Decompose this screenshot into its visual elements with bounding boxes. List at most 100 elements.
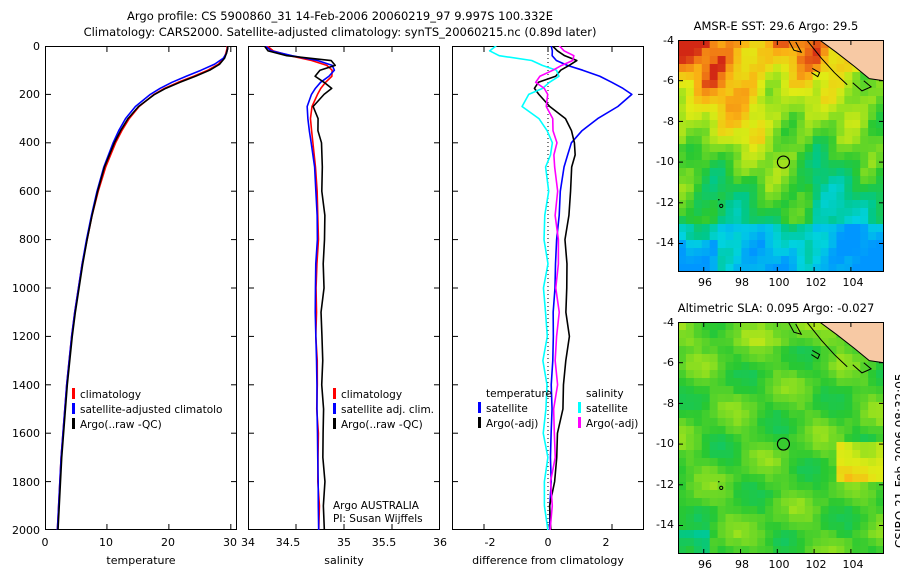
sla-xtick-102: 102 <box>805 558 827 571</box>
sla-xtick-100: 100 <box>768 558 790 571</box>
legend-item-temp-satellite: satellite <box>478 402 552 415</box>
argo-pi-label: PI: Susan Wijffels <box>333 513 423 525</box>
sla-xtick-104: 104 <box>842 558 864 571</box>
sst-xtick-104: 104 <box>842 276 864 289</box>
sal-xtick-35: 35 <box>337 536 351 549</box>
legend-label: satellite <box>486 403 528 415</box>
temp-ytick-800: 800 <box>19 233 40 246</box>
sst-map-canvas <box>678 40 884 272</box>
legend-label: Argo(-adj) <box>486 418 539 430</box>
legend-item-sal-argo: Argo(-adj) <box>578 417 638 430</box>
sla-ytick--14: -14 <box>656 518 674 531</box>
sst-map-title: AMSR-E SST: 29.6 Argo: 29.5 <box>693 19 859 33</box>
sst-ytick--12: -12 <box>656 196 674 209</box>
temp-ytick-1800: 1800 <box>12 476 40 489</box>
sst-ytick--6: -6 <box>663 74 674 87</box>
temp-xtick-30: 30 <box>223 536 237 549</box>
legend-swatch-sal-satellite <box>578 402 581 413</box>
temperature-legend: climatology satellite-adjusted climatolo… <box>72 388 222 431</box>
legend-item-argo-raw: Argo(..raw -QC) <box>72 418 222 431</box>
difference-legend: temperature satellite Argo(-adj) salinit… <box>478 388 638 430</box>
sla-map-title: Altimetric SLA: 0.095 Argo: -0.027 <box>677 301 875 315</box>
sst-xtick-98: 98 <box>735 276 749 289</box>
figure-title-line1: Argo profile: CS 5900860_31 14-Feb-2006 … <box>127 9 553 23</box>
temp-ytick-0: 0 <box>33 40 40 53</box>
temp-ytick-1600: 1600 <box>12 427 40 440</box>
legend-item-temp-argo: Argo(-adj) <box>478 417 552 430</box>
legend-label: climatology <box>80 389 142 401</box>
legend-label: climatology <box>341 389 403 401</box>
temp-ytick-1200: 1200 <box>12 330 40 343</box>
legend-swatch-climatology <box>72 388 75 399</box>
sal-xtick-34: 34 <box>241 536 255 549</box>
sla-xtick-96: 96 <box>698 558 712 571</box>
temp-ytick-600: 600 <box>19 185 40 198</box>
difference-axis-label: difference from climatology <box>472 554 624 567</box>
temperature-axis-label: temperature <box>106 554 176 567</box>
sla-ytick--6: -6 <box>663 356 674 369</box>
sal-xtick-34.5: 34.5 <box>275 536 301 549</box>
legend-swatch-climatology <box>333 388 336 399</box>
csiro-credit: CSIRO 21-Feb-2006 08:32:05 <box>893 373 900 548</box>
legend-header-salinity: salinity <box>586 388 624 400</box>
legend-swatch-argo <box>72 418 75 429</box>
legend-item-satellite-adjusted: satellite-adjusted climatolo <box>72 403 222 416</box>
legend-swatch-temp-argo <box>478 417 481 428</box>
legend-swatch-sal-argo <box>578 417 581 428</box>
sla-xtick-98: 98 <box>735 558 749 571</box>
sla-map-canvas <box>678 322 884 554</box>
figure-title-line2: Climatology: CARS2000. Satellite-adjuste… <box>83 25 597 39</box>
sst-ytick--8: -8 <box>663 115 674 128</box>
diff-xtick--2: -2 <box>484 536 496 549</box>
legend-item-argo-raw: Argo(..raw -QC) <box>333 418 434 431</box>
sla-map <box>678 322 884 554</box>
sal-xtick-36: 36 <box>433 536 447 549</box>
temp-xtick-20: 20 <box>161 536 175 549</box>
temperature-panel <box>45 46 237 530</box>
legend-swatch-satellite <box>72 403 75 414</box>
sst-xtick-100: 100 <box>768 276 790 289</box>
sla-ytick--8: -8 <box>663 397 674 410</box>
salinity-axis-label: salinity <box>324 554 364 567</box>
temperature-plot <box>45 46 237 530</box>
legend-header-temperature: temperature <box>486 388 552 400</box>
sst-ytick--4: -4 <box>663 34 674 47</box>
difference-plot <box>452 46 644 530</box>
diff-xtick-0: 0 <box>544 536 552 549</box>
legend-label: satellite <box>586 403 628 415</box>
salinity-panel <box>248 46 440 530</box>
sla-ytick--10: -10 <box>656 437 674 450</box>
diff-xtick-2: 2 <box>602 536 610 549</box>
salinity-legend: climatology satellite adj. clim. Argo(..… <box>333 388 434 431</box>
legend-group-salinity: salinity satellite Argo(-adj) <box>578 388 638 430</box>
legend-group-temperature: temperature satellite Argo(-adj) <box>478 388 552 430</box>
legend-swatch-satellite <box>333 403 336 414</box>
temp-xtick-0: 0 <box>41 536 49 549</box>
temp-ytick-200: 200 <box>19 88 40 101</box>
argo-australia-label: Argo AUSTRALIA <box>333 500 419 512</box>
legend-item-satellite-adjusted: satellite adj. clim. <box>333 403 434 416</box>
legend-label: satellite-adjusted climatolo <box>80 404 223 416</box>
legend-swatch-temp-satellite <box>478 402 481 413</box>
legend-label: Argo(-adj) <box>586 418 639 430</box>
legend-item-sal-satellite: satellite <box>578 402 638 415</box>
temp-ytick-1400: 1400 <box>12 379 40 392</box>
sla-ytick--4: -4 <box>663 316 674 329</box>
legend-label: Argo(..raw -QC) <box>341 419 423 431</box>
sst-xtick-96: 96 <box>698 276 712 289</box>
sst-xtick-102: 102 <box>805 276 827 289</box>
sst-map <box>678 40 884 272</box>
difference-panel <box>452 46 644 530</box>
legend-label: Argo(..raw -QC) <box>80 419 162 431</box>
sst-ytick--14: -14 <box>656 236 674 249</box>
sst-ytick--10: -10 <box>656 155 674 168</box>
sla-ytick--12: -12 <box>656 478 674 491</box>
sal-xtick-35.5: 35.5 <box>371 536 397 549</box>
temp-ytick-2000: 2000 <box>12 524 40 537</box>
temp-xtick-10: 10 <box>99 536 113 549</box>
salinity-plot <box>248 46 440 530</box>
temp-ytick-1000: 1000 <box>12 282 40 295</box>
temp-ytick-400: 400 <box>19 136 40 149</box>
legend-label: satellite adj. clim. <box>341 404 435 416</box>
legend-item-climatology: climatology <box>333 388 434 401</box>
